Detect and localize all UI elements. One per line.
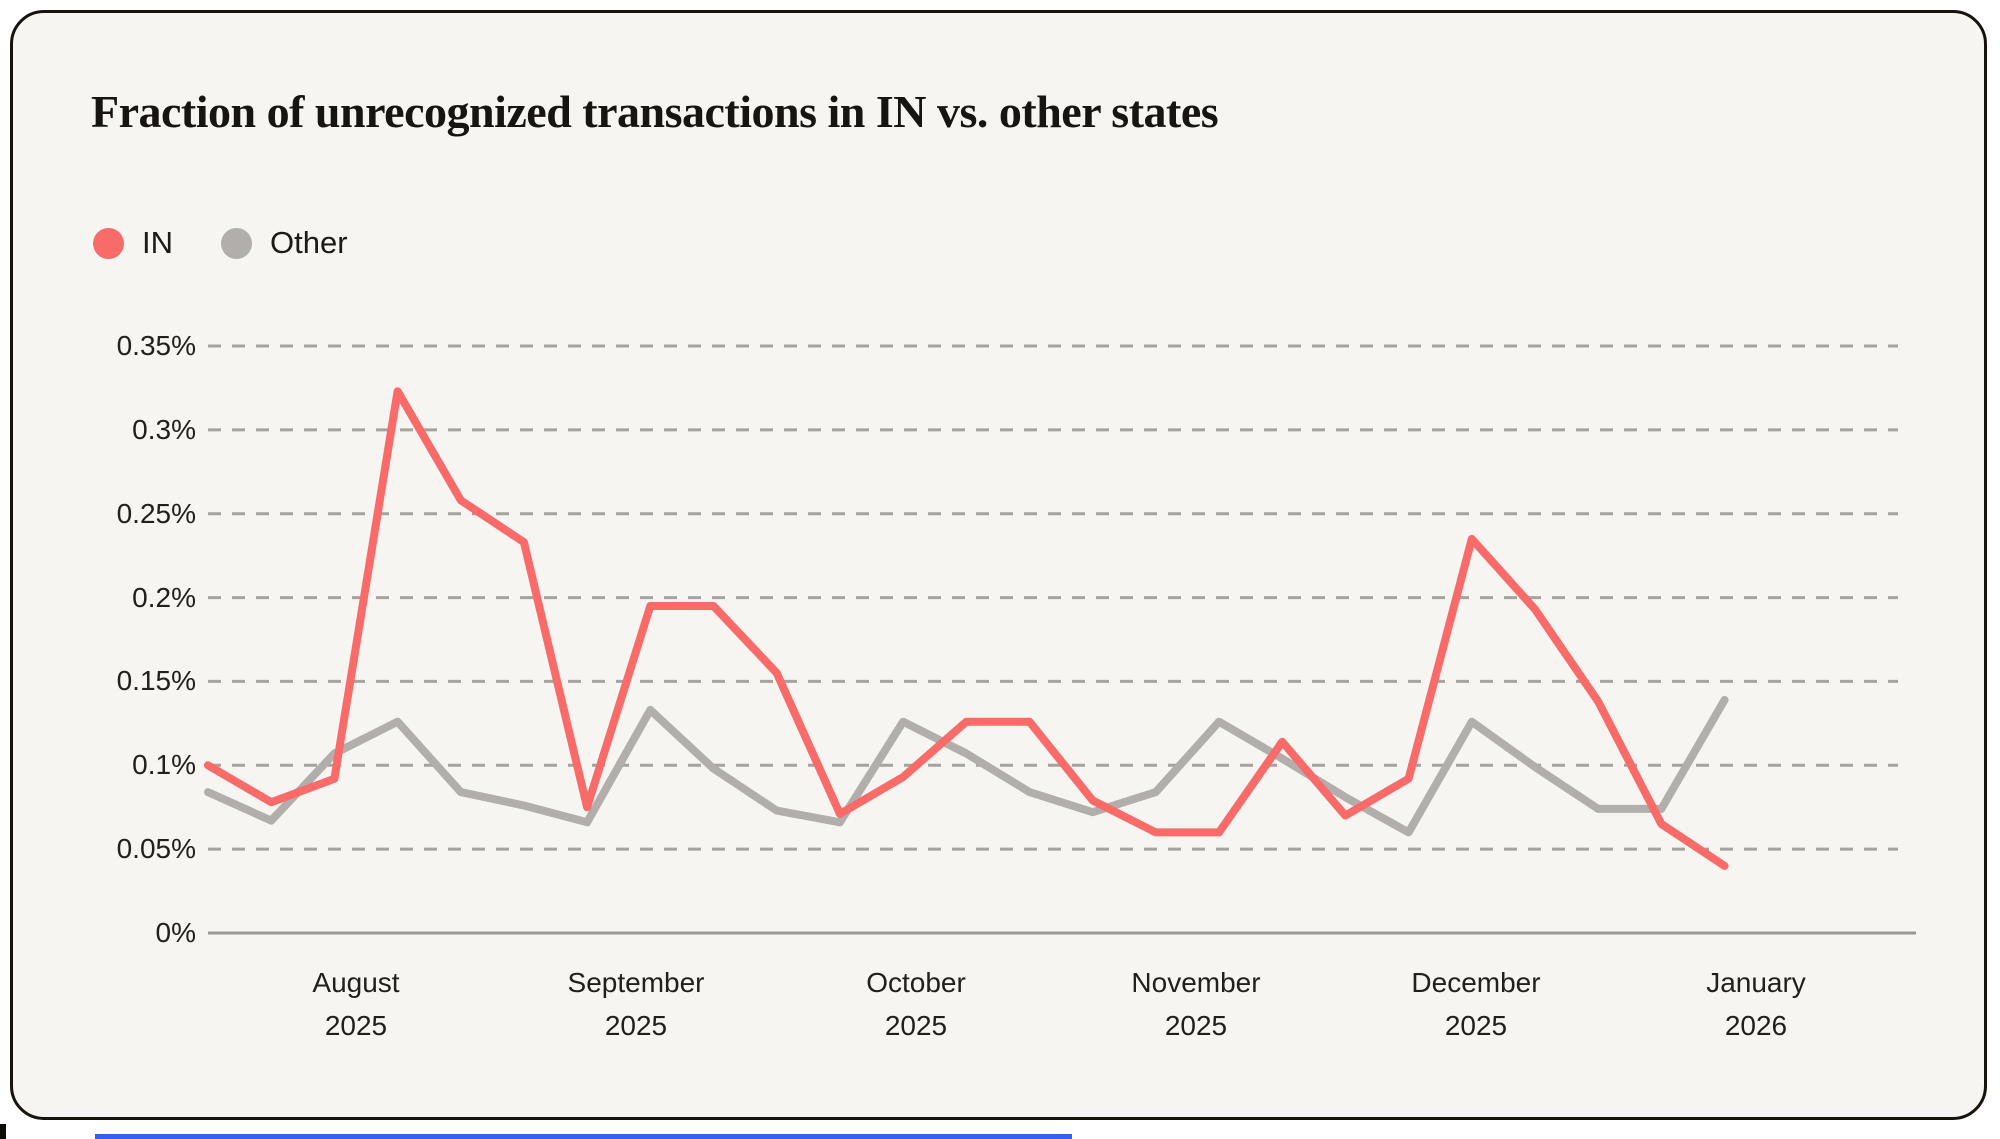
y-tick-label: 0% — [155, 917, 196, 948]
legend-label-other: Other — [270, 225, 348, 260]
line-chart — [204, 344, 1916, 935]
y-tick-label: 0.3% — [132, 413, 196, 445]
y-tick-label: 0.25% — [116, 497, 196, 529]
y-tick-label: 0.05% — [116, 833, 196, 865]
legend-dot-in-icon — [93, 227, 124, 259]
x-tick-label: November 2025 — [1131, 967, 1261, 1041]
x-tick-label: January 2026 — [1706, 967, 1806, 1041]
series-line-in — [204, 387, 1729, 870]
legend-label-in: IN — [142, 225, 173, 260]
legend-item-in: IN — [93, 225, 173, 261]
chart-title: Fraction of unrecognized transactions in… — [91, 86, 1219, 137]
x-tick-label: September 2025 — [567, 967, 705, 1041]
bottom-left-tick — [0, 1124, 6, 1139]
bottom-accent-line — [95, 1134, 1072, 1139]
chart-card: Fraction of unrecognized transactions in… — [10, 10, 1987, 1120]
legend-dot-other-icon — [221, 227, 252, 259]
legend-item-other: Other — [221, 225, 348, 261]
series-line-other — [204, 695, 1729, 837]
y-tick-label: 0.15% — [116, 665, 196, 697]
x-tick-label: October 2025 — [866, 967, 966, 1041]
y-tick-label: 0.1% — [132, 749, 196, 781]
y-tick-label: 0.2% — [132, 581, 196, 613]
legend: IN Other — [93, 225, 348, 261]
y-tick-label: 0.35% — [116, 330, 196, 361]
x-tick-label: August 2025 — [312, 967, 400, 1041]
x-tick-label: December 2025 — [1411, 967, 1541, 1041]
